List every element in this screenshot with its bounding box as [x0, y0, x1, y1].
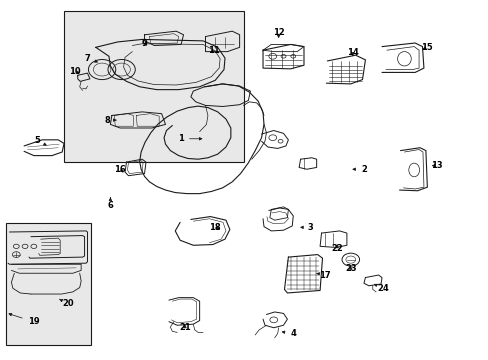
- Text: 15: 15: [421, 43, 432, 52]
- Text: 12: 12: [272, 28, 284, 37]
- Text: 6: 6: [107, 198, 113, 210]
- Text: 5: 5: [34, 136, 46, 145]
- Text: 7: 7: [84, 54, 97, 63]
- Bar: [64, 12, 244, 162]
- Text: 16: 16: [114, 165, 126, 174]
- Text: 1: 1: [178, 134, 202, 143]
- Text: 13: 13: [430, 161, 442, 170]
- Text: 24: 24: [374, 284, 388, 293]
- Text: 17: 17: [316, 270, 330, 279]
- Text: 11: 11: [208, 46, 220, 55]
- Text: 20: 20: [59, 299, 74, 308]
- Text: 2: 2: [352, 165, 366, 174]
- Text: 8: 8: [104, 116, 116, 125]
- Text: 9: 9: [142, 39, 147, 48]
- Text: 22: 22: [330, 244, 342, 253]
- Text: 23: 23: [344, 265, 356, 274]
- Text: 10: 10: [69, 67, 81, 76]
- Text: 19: 19: [9, 313, 39, 326]
- Text: 4: 4: [282, 329, 296, 338]
- Text: 21: 21: [179, 323, 190, 332]
- Text: 14: 14: [346, 48, 358, 57]
- Text: 3: 3: [300, 223, 312, 232]
- Bar: [5, 223, 91, 345]
- Text: 18: 18: [209, 223, 221, 232]
